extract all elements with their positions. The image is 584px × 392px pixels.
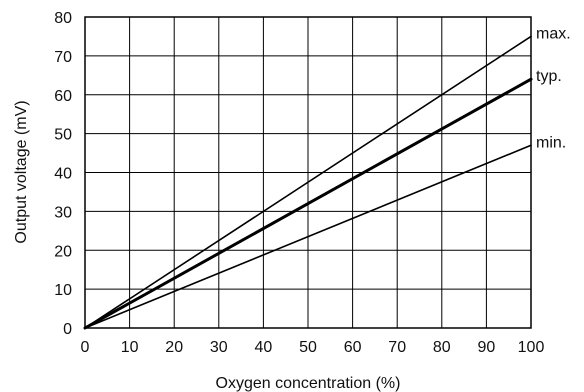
x-tick-label-0: 0 [81,339,90,356]
y-tick-labels: 0 10 20 30 40 50 60 70 80 [54,10,72,338]
x-tick-label-20: 20 [165,339,183,356]
y-tick-label-50: 50 [54,127,72,144]
series-lines [83,35,533,330]
y-tick-label-10: 10 [54,282,72,299]
x-tick-label-80: 80 [433,339,451,356]
series-line-max [84,35,532,329]
y-tick-label-70: 70 [54,49,72,66]
x-tick-label-100: 100 [518,339,545,356]
x-tick-label-60: 60 [344,339,362,356]
y-axis-label: Output voltage (mV) [13,100,30,243]
series-line-min [84,144,532,329]
series-line-typ [83,77,533,330]
x-tick-label-90: 90 [478,339,496,356]
y-tick-label-20: 20 [54,243,72,260]
x-tick-label-40: 40 [255,339,273,356]
series-label-min: min. [536,134,566,151]
y-tick-label-80: 80 [54,10,72,27]
x-tick-label-30: 30 [210,339,228,356]
plot-frame [84,16,532,329]
y-tick-label-0: 0 [63,321,72,338]
x-tick-labels: 0 10 20 30 40 50 60 70 80 90 100 [81,339,545,356]
series-label-max: max. [536,25,571,42]
y-tick-label-40: 40 [54,166,72,183]
series-label-typ: typ. [536,68,562,85]
x-axis-label: Oxygen concentration (%) [216,375,401,392]
x-tick-label-70: 70 [388,339,406,356]
x-tick-label-10: 10 [121,339,139,356]
y-tick-label-30: 30 [54,204,72,221]
series-labels: max. typ. min. [536,25,571,151]
x-tick-label-50: 50 [299,339,317,356]
y-tick-label-60: 60 [54,88,72,105]
